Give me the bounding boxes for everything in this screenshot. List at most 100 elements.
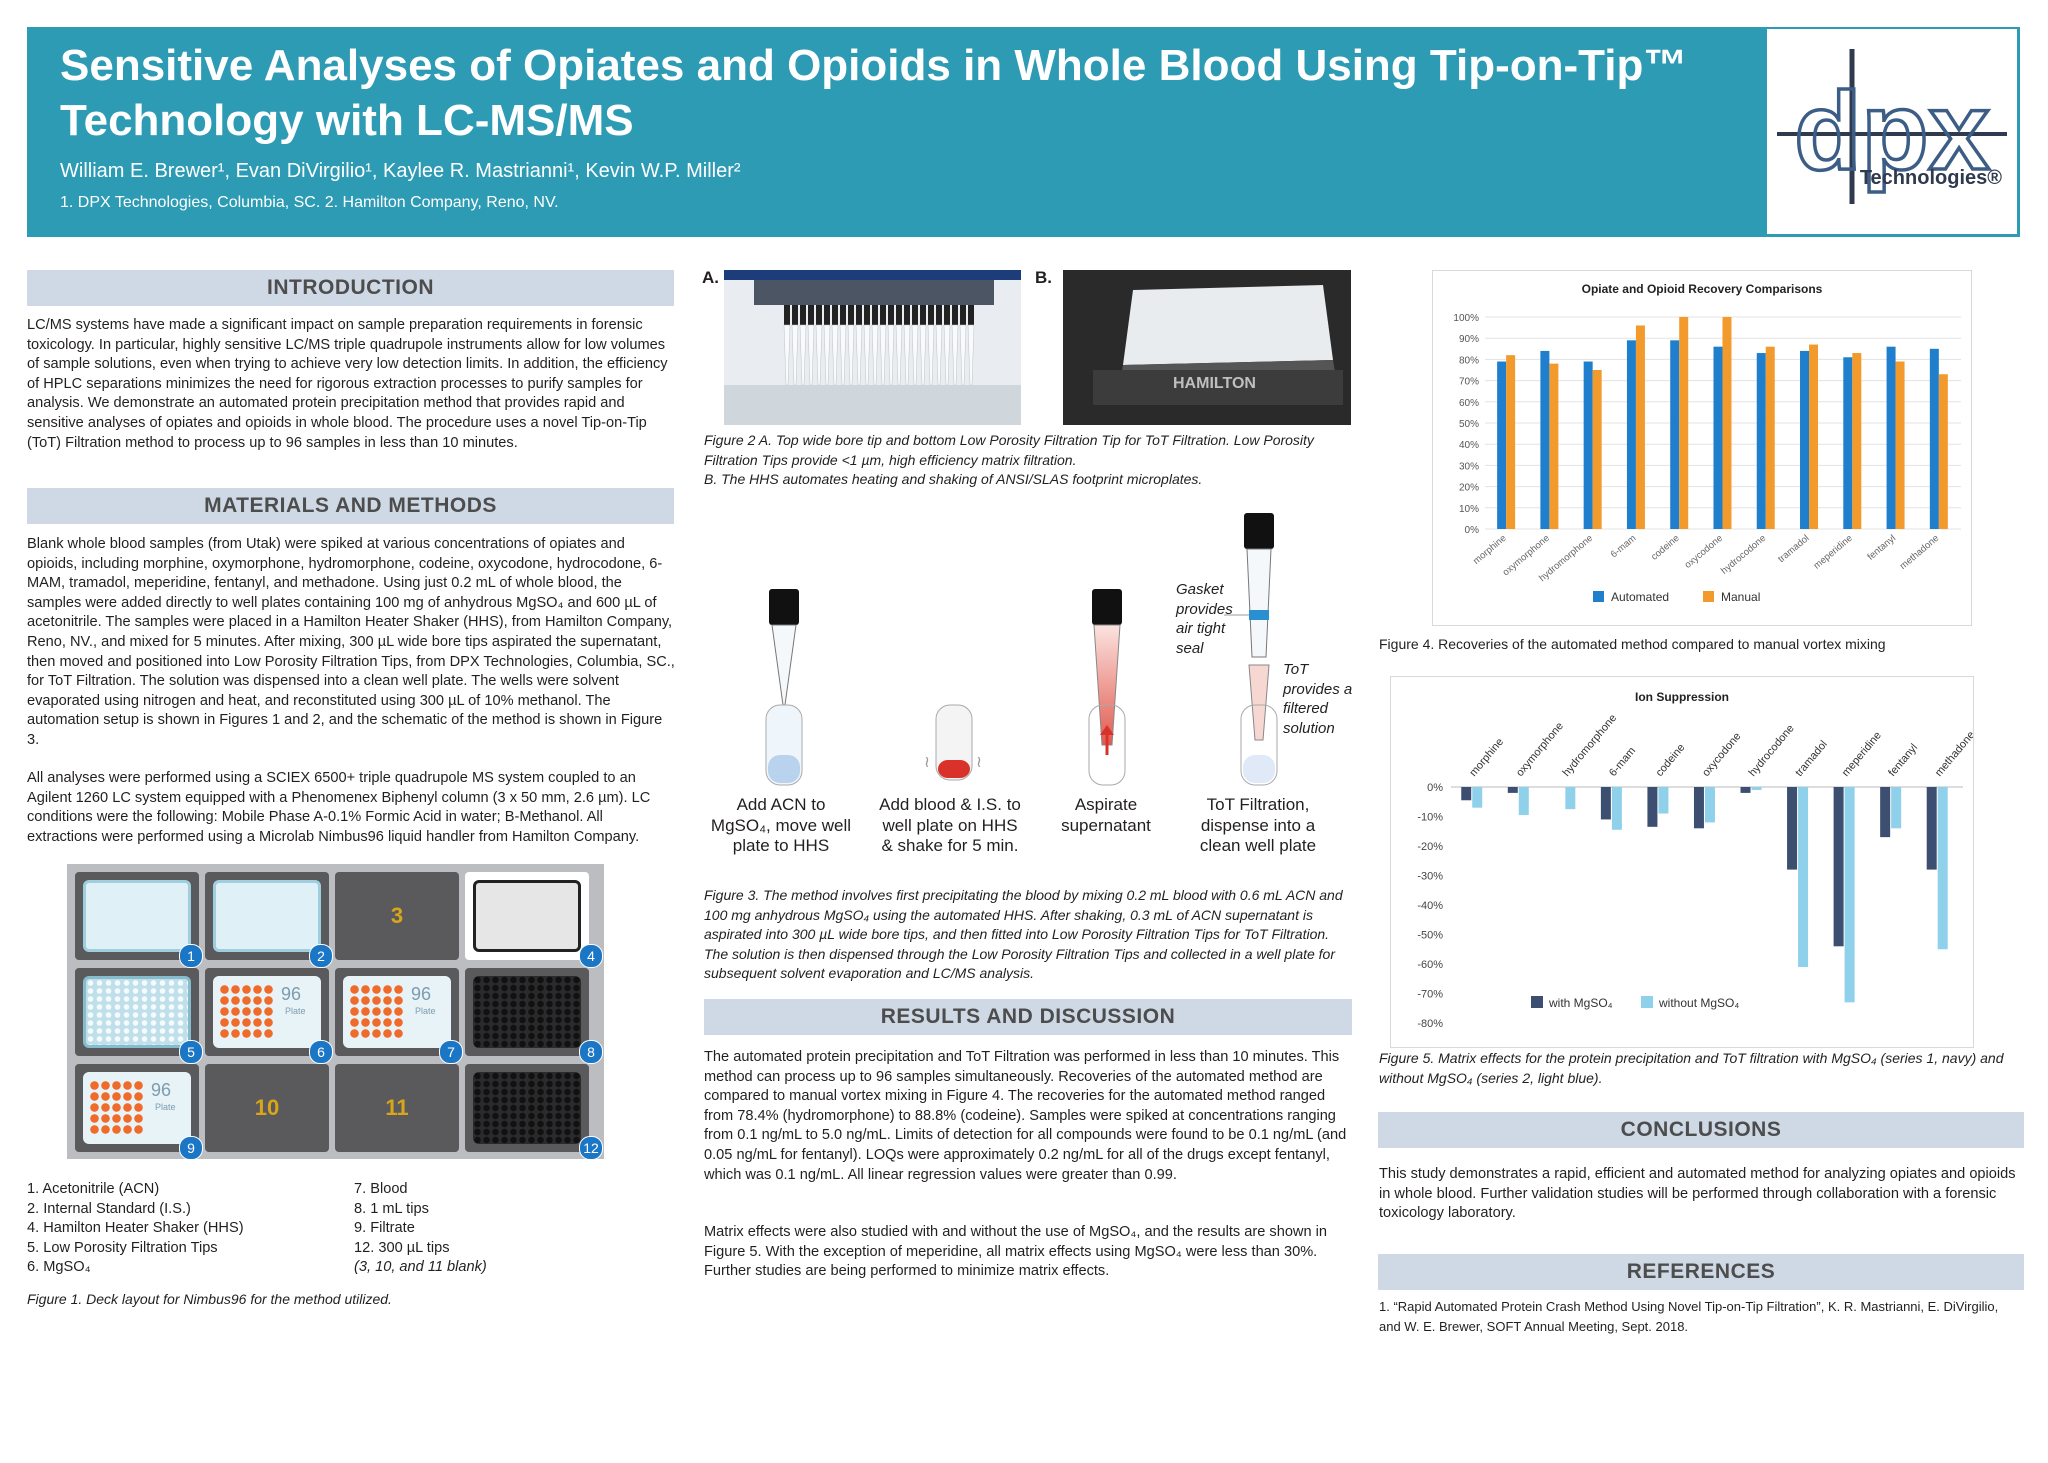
deck-position-2 bbox=[205, 872, 329, 960]
introduction-heading: INTRODUCTION bbox=[27, 270, 674, 306]
badge-9: 9 bbox=[179, 1136, 203, 1160]
methods-paragraph-2: All analyses were performed using a SCIE… bbox=[27, 770, 651, 845]
chart1-bar bbox=[1756, 353, 1766, 529]
logo-letters: dpx bbox=[1794, 70, 1990, 193]
chart2-bar bbox=[1461, 787, 1472, 801]
deck-position-9: 96 Plate bbox=[75, 1064, 199, 1152]
deck-legend-left: 1. Acetonitrile (ACN) 2. Internal Standa… bbox=[27, 1181, 244, 1276]
deck-layout: 3 96 Plate 96 Plate 96 Plate 10 11 bbox=[67, 864, 604, 1160]
chart1-bar bbox=[1540, 350, 1550, 529]
chart2-legend-swatch bbox=[1641, 996, 1653, 1008]
chart1-legend-swatch bbox=[1593, 591, 1604, 602]
deck-position-4 bbox=[465, 872, 589, 960]
chart2-ytick: -10% bbox=[1417, 812, 1443, 824]
chart2-bar bbox=[1740, 787, 1751, 793]
chart2-bar bbox=[1611, 787, 1622, 830]
chart2-category-label: 6-mam bbox=[1607, 745, 1638, 779]
figure-5-caption: Figure 5. Matrix effects for the protein… bbox=[1379, 1050, 2004, 1086]
chart1-bar bbox=[1592, 370, 1602, 529]
heater-shaker-image: HAMILTON bbox=[1063, 270, 1351, 425]
chart1-category-label: hydrocodone bbox=[1719, 533, 1768, 577]
deck-position-12 bbox=[465, 1064, 589, 1152]
badge-7: 7 bbox=[439, 1040, 463, 1064]
results-heading: RESULTS AND DISCUSSION bbox=[704, 999, 1352, 1035]
conclusions-body: This study demonstrates a rapid, efficie… bbox=[1379, 1166, 2016, 1222]
recovery-chart-svg: Opiate and Opioid Recovery Comparisons 0%… bbox=[1453, 282, 1961, 604]
schematic-drawing: ≀ ≀ bbox=[765, 513, 1278, 786]
chart2-bar bbox=[1600, 787, 1611, 820]
chart2-ytick: -40% bbox=[1417, 900, 1443, 912]
chart1-bar bbox=[1626, 340, 1636, 529]
chart1-ytick: 10% bbox=[1459, 504, 1479, 515]
chart2-bar bbox=[1693, 787, 1704, 829]
chart2-bar bbox=[1926, 787, 1937, 870]
dpx-logo-icon: dpx Technologies® bbox=[1767, 29, 2017, 234]
chart2-bar bbox=[1798, 787, 1809, 967]
chart2-category-label: hydrocodone bbox=[1747, 722, 1797, 778]
badge-8: 8 bbox=[579, 1040, 603, 1064]
chart2-ytick: -20% bbox=[1417, 841, 1443, 853]
chart2-bar bbox=[1704, 787, 1715, 823]
chart1-bar bbox=[1809, 344, 1819, 529]
chart1-bar bbox=[1679, 317, 1689, 529]
chart1-ytick: 20% bbox=[1459, 483, 1479, 494]
deck-position-6: 96 Plate bbox=[205, 968, 329, 1056]
deck-position-5 bbox=[75, 968, 199, 1056]
deck-position-7: 96 Plate bbox=[335, 968, 459, 1056]
chart1-bar bbox=[1722, 317, 1732, 529]
chart2-category-label: oxycodone bbox=[1700, 730, 1743, 778]
deck-position-3: 3 bbox=[335, 872, 459, 960]
chart1-category-label: oxycodone bbox=[1683, 533, 1725, 571]
chart1-ytick: 100% bbox=[1453, 313, 1479, 324]
chart2-category-label: fentanyl bbox=[1886, 742, 1920, 779]
svg-text:≀: ≀ bbox=[976, 754, 982, 771]
chart1-category-label: meperidine bbox=[1812, 533, 1855, 572]
deck-position-10: 10 bbox=[205, 1064, 329, 1152]
chart2-title: Ion Suppression bbox=[1635, 690, 1729, 704]
chart1-category-label: methadone bbox=[1898, 533, 1941, 572]
pipette-tips-image bbox=[724, 270, 1021, 425]
chart2-category-label: morphine bbox=[1467, 736, 1506, 779]
step-1-label: Add ACN to MgSO₄, move well plate to HHS bbox=[710, 795, 852, 855]
chart1-bar bbox=[1670, 340, 1680, 529]
tip-photo bbox=[724, 270, 1021, 425]
conclusions-heading: CONCLUSIONS bbox=[1378, 1112, 2024, 1148]
chart2-bar bbox=[1658, 787, 1669, 814]
badge-2: 2 bbox=[309, 944, 333, 968]
chart1-ytick: 30% bbox=[1459, 461, 1479, 472]
chart1-bar bbox=[1497, 361, 1507, 529]
chart2-bar bbox=[1880, 787, 1891, 838]
chart2-bar bbox=[1518, 787, 1529, 816]
references-heading: REFERENCES bbox=[1378, 1254, 2024, 1290]
methods-heading: MATERIALS AND METHODS bbox=[27, 488, 674, 524]
chart1-ytick: 80% bbox=[1459, 355, 1479, 366]
references-body: 1. “Rapid Automated Protein Crash Method… bbox=[1379, 1299, 1999, 1334]
figure-4-caption: Figure 4. Recoveries of the automated me… bbox=[1379, 636, 1886, 652]
chart1-bar bbox=[1938, 374, 1948, 529]
poster-title: Sensitive Analyses of Opiates and Opioid… bbox=[60, 41, 1688, 145]
introduction-body: LC/MS systems have made a significant im… bbox=[27, 317, 668, 451]
chart2-ytick: -60% bbox=[1417, 959, 1443, 971]
chart1-bar bbox=[1843, 357, 1853, 529]
authors: William E. Brewer¹, Evan DiVirgilio¹, Ka… bbox=[60, 160, 741, 182]
chart2-category-label: meperidine bbox=[1840, 730, 1884, 779]
method-schematic: ≀ ≀ bbox=[704, 505, 1354, 795]
figure-2b-label: B. bbox=[1035, 268, 1052, 287]
results-paragraph-1: The automated protein precipitation and … bbox=[704, 1049, 1347, 1183]
svg-text:≀: ≀ bbox=[924, 754, 930, 771]
chart1-bar bbox=[1583, 361, 1593, 529]
chart2-bar bbox=[1787, 787, 1798, 870]
chart2-bar bbox=[1891, 787, 1902, 829]
chart1-ytick: 90% bbox=[1459, 334, 1479, 345]
deck-legend-right: 7. Blood 8. 1 mL tips 9. Filtrate 12. 30… bbox=[354, 1181, 487, 1276]
chart1-ytick: 50% bbox=[1459, 419, 1479, 430]
chart2-bar bbox=[1833, 787, 1844, 947]
chart1-ytick: 40% bbox=[1459, 440, 1479, 451]
badge-1: 1 bbox=[179, 944, 203, 968]
figure-2a-label: A. bbox=[702, 268, 719, 287]
chart2-category-label: tramadol bbox=[1793, 738, 1830, 778]
chart1-bar bbox=[1549, 363, 1559, 529]
step-3-label: Aspirate supernatant bbox=[1061, 795, 1151, 835]
chart1-bar bbox=[1765, 346, 1775, 529]
chart2-ytick: 0% bbox=[1427, 782, 1443, 794]
